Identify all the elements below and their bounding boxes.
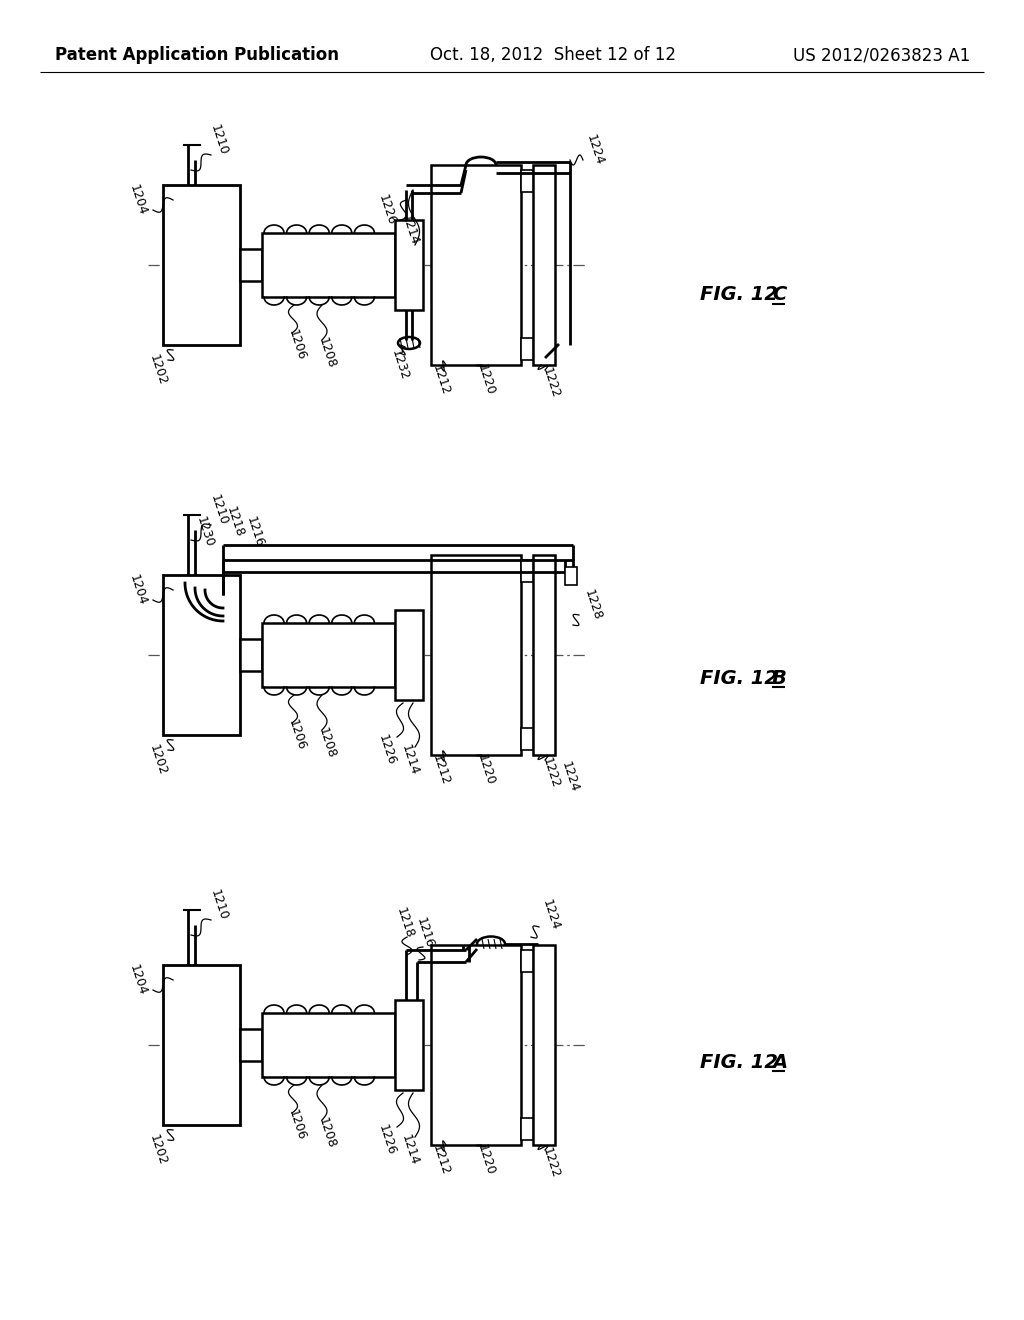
Text: 1216: 1216 <box>414 916 436 950</box>
Text: 1226: 1226 <box>376 193 398 227</box>
Text: 1202: 1202 <box>146 743 169 777</box>
Text: 1214: 1214 <box>399 213 421 247</box>
Text: 1206: 1206 <box>286 718 308 752</box>
Text: 1214: 1214 <box>399 743 421 777</box>
Text: 1212: 1212 <box>430 752 452 787</box>
Text: 1230: 1230 <box>194 515 216 549</box>
Text: 1226: 1226 <box>376 733 398 767</box>
Text: 1204: 1204 <box>127 573 150 607</box>
Text: FIG. 12: FIG. 12 <box>700 668 778 688</box>
Text: 1224: 1224 <box>540 898 562 932</box>
Text: 1228: 1228 <box>582 587 604 622</box>
Bar <box>521 950 534 972</box>
Bar <box>431 945 521 1144</box>
Text: 1220: 1220 <box>475 363 497 397</box>
Bar <box>431 554 521 755</box>
Text: 1206: 1206 <box>286 327 308 362</box>
Text: 1204: 1204 <box>127 183 150 216</box>
Text: 1218: 1218 <box>394 906 416 940</box>
Text: 1206: 1206 <box>286 1107 308 1142</box>
Text: 1208: 1208 <box>316 1115 338 1150</box>
Bar <box>565 568 577 585</box>
Bar <box>534 554 555 755</box>
Bar <box>240 249 262 281</box>
Bar <box>262 623 395 686</box>
Text: C: C <box>772 285 786 305</box>
Bar <box>395 610 423 700</box>
Text: 1222: 1222 <box>540 1146 562 1180</box>
Bar <box>262 234 395 297</box>
Text: 1220: 1220 <box>475 752 497 787</box>
Text: A: A <box>772 1052 787 1072</box>
Text: 1220: 1220 <box>475 1143 497 1177</box>
Text: 1224: 1224 <box>584 133 606 168</box>
Bar <box>534 165 555 366</box>
Text: 1202: 1202 <box>146 1133 169 1167</box>
Text: Patent Application Publication: Patent Application Publication <box>55 46 339 63</box>
Bar <box>163 576 240 735</box>
Text: 1208: 1208 <box>316 726 338 760</box>
Bar <box>521 560 534 582</box>
Bar <box>395 220 423 310</box>
Bar <box>240 639 262 671</box>
Text: 1204: 1204 <box>127 964 150 997</box>
Text: FIG. 12: FIG. 12 <box>700 1052 778 1072</box>
Text: 1210: 1210 <box>208 492 230 527</box>
Bar <box>521 338 534 360</box>
Bar <box>521 170 534 191</box>
Text: 1216: 1216 <box>244 515 266 549</box>
Text: 1222: 1222 <box>540 366 562 400</box>
Bar <box>240 1030 262 1061</box>
Bar <box>521 1118 534 1140</box>
Bar <box>395 1001 423 1090</box>
Text: B: B <box>772 668 786 688</box>
Text: 1212: 1212 <box>430 363 452 397</box>
Text: 1222: 1222 <box>540 756 562 789</box>
Bar <box>521 729 534 750</box>
Text: 1208: 1208 <box>316 335 338 370</box>
Text: 1210: 1210 <box>208 888 230 923</box>
Text: US 2012/0263823 A1: US 2012/0263823 A1 <box>793 46 970 63</box>
Text: 1218: 1218 <box>224 506 246 539</box>
Text: 1226: 1226 <box>376 1123 398 1158</box>
Text: 1214: 1214 <box>399 1133 421 1167</box>
Text: 1210: 1210 <box>208 123 230 157</box>
Bar <box>534 945 555 1144</box>
Text: 1232: 1232 <box>389 348 411 381</box>
Text: 1212: 1212 <box>430 1143 452 1177</box>
Text: 1202: 1202 <box>146 352 169 387</box>
Bar <box>262 1012 395 1077</box>
Bar <box>431 165 521 366</box>
Text: FIG. 12: FIG. 12 <box>700 285 778 305</box>
Text: Oct. 18, 2012  Sheet 12 of 12: Oct. 18, 2012 Sheet 12 of 12 <box>430 46 676 63</box>
Text: 1224: 1224 <box>559 760 581 795</box>
Bar <box>163 185 240 345</box>
Bar <box>163 965 240 1125</box>
